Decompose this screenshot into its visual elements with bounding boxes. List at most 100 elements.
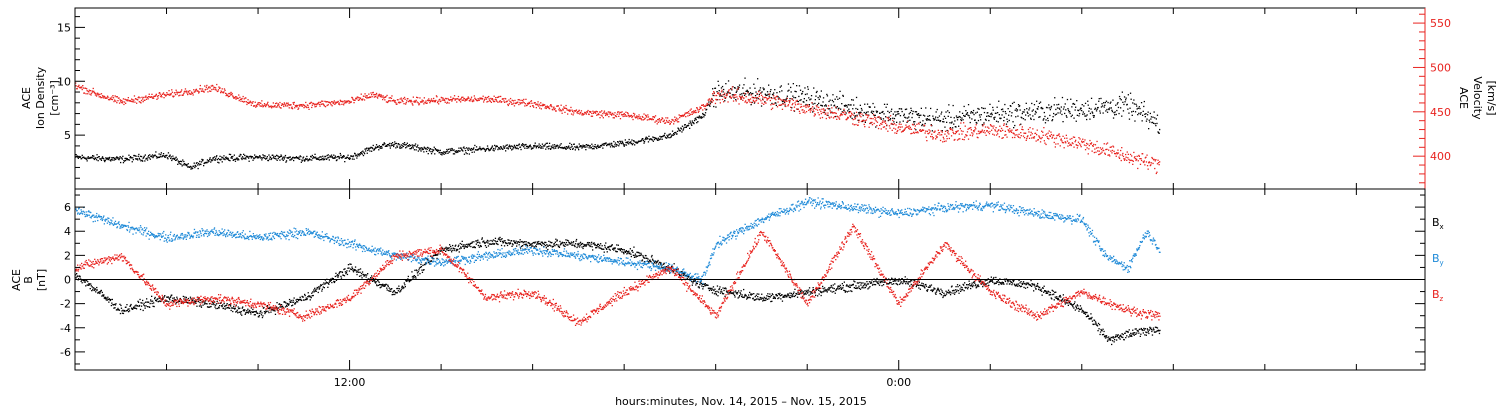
ion-density-point (334, 155, 336, 157)
ion-density-point (882, 110, 884, 113)
velocity-point (228, 92, 230, 95)
ion-density-point (1044, 115, 1046, 118)
bx-point (212, 303, 215, 305)
ion-density-point (715, 106, 717, 108)
velocity-point (532, 105, 534, 107)
bx-point (385, 283, 387, 286)
velocity-point (1125, 156, 1127, 158)
velocity-point (293, 101, 295, 104)
ion-density-point (690, 123, 692, 125)
ion-density-point (530, 148, 533, 150)
bx-point (346, 270, 348, 272)
velocity-point (1035, 140, 1037, 142)
velocity-point (897, 127, 899, 129)
bx-point (333, 281, 335, 284)
velocity-point (244, 100, 246, 103)
ion-density-point (160, 152, 162, 154)
ion-density-point (509, 146, 511, 148)
ion-density-point (585, 144, 587, 146)
velocity-point (872, 113, 875, 116)
velocity-point (371, 94, 373, 96)
velocity-point (990, 125, 992, 127)
velocity-point (221, 91, 223, 93)
ion-density-point (396, 145, 398, 147)
ion-density-point (1051, 119, 1054, 121)
ion-density-point (922, 114, 925, 116)
ion-density-point (309, 159, 311, 161)
velocity-point (690, 113, 692, 115)
ion-density-point (516, 147, 518, 149)
ion-density-point (824, 105, 826, 107)
ion-density-point (894, 115, 897, 117)
bx-point (96, 286, 98, 289)
velocity-point (278, 104, 280, 106)
velocity-point (131, 101, 133, 103)
velocity-point (184, 90, 186, 92)
velocity-point (818, 106, 820, 109)
velocity-point (507, 103, 509, 106)
velocity-point (1109, 155, 1111, 157)
ion-density-point (559, 147, 562, 149)
velocity-point (279, 101, 281, 104)
velocity-point (437, 100, 439, 102)
ion-density-point (143, 155, 145, 157)
velocity-point (415, 99, 417, 101)
ion-density-point (903, 114, 905, 117)
velocity-point (132, 101, 134, 103)
velocity-point (731, 86, 734, 88)
ion-density-point (343, 155, 345, 157)
velocity-point (216, 83, 218, 86)
bx-point (368, 278, 370, 280)
ion-density-point (341, 157, 343, 159)
velocity-point (1136, 158, 1138, 160)
velocity-point (555, 110, 557, 112)
bx-point (219, 305, 221, 307)
bx-point (544, 244, 546, 247)
bx-point (83, 281, 85, 283)
ion-density-point (832, 94, 834, 96)
ion-density-point (813, 107, 815, 109)
ion-density-point (347, 154, 349, 156)
velocity-point (676, 119, 678, 121)
bx-point (162, 297, 164, 299)
bx-point (353, 269, 356, 272)
ion-density-point (1118, 112, 1120, 115)
velocity-point (916, 123, 918, 125)
bx-point (334, 275, 336, 278)
bx-point (121, 312, 124, 314)
ion-density-point (1159, 128, 1161, 131)
velocity-point (175, 89, 177, 91)
bx-point (511, 245, 513, 247)
bx-point (202, 304, 204, 306)
ion-density-point (400, 147, 402, 149)
velocity-point (692, 112, 695, 114)
velocity-point (1149, 161, 1151, 164)
bx-point (310, 297, 312, 299)
ion-density-point (167, 158, 169, 160)
velocity-point (255, 106, 257, 108)
ion-density-point (853, 112, 855, 114)
velocity-point (970, 127, 972, 129)
ion-density-point (758, 93, 760, 96)
bx-point (113, 307, 115, 309)
ion-density-point (389, 147, 391, 149)
velocity-point (207, 87, 210, 89)
ion-density-point (428, 147, 430, 149)
ion-density-point (358, 155, 360, 157)
ion-density-point (842, 95, 844, 97)
bx-point (169, 296, 171, 299)
bx-point (105, 296, 107, 299)
ion-density-point (184, 164, 186, 166)
ion-density-point (1119, 98, 1121, 100)
ion-density-point (783, 99, 785, 101)
bx-point (464, 244, 466, 246)
ion-density-point (826, 95, 829, 97)
velocity-point (790, 106, 792, 108)
velocity-point (433, 101, 435, 103)
bx-point (142, 309, 144, 312)
bx-point (253, 311, 255, 313)
velocity-point (776, 95, 778, 97)
ion-density-point (761, 91, 763, 93)
ion-density-point (1034, 113, 1036, 115)
bx-point (531, 245, 533, 247)
